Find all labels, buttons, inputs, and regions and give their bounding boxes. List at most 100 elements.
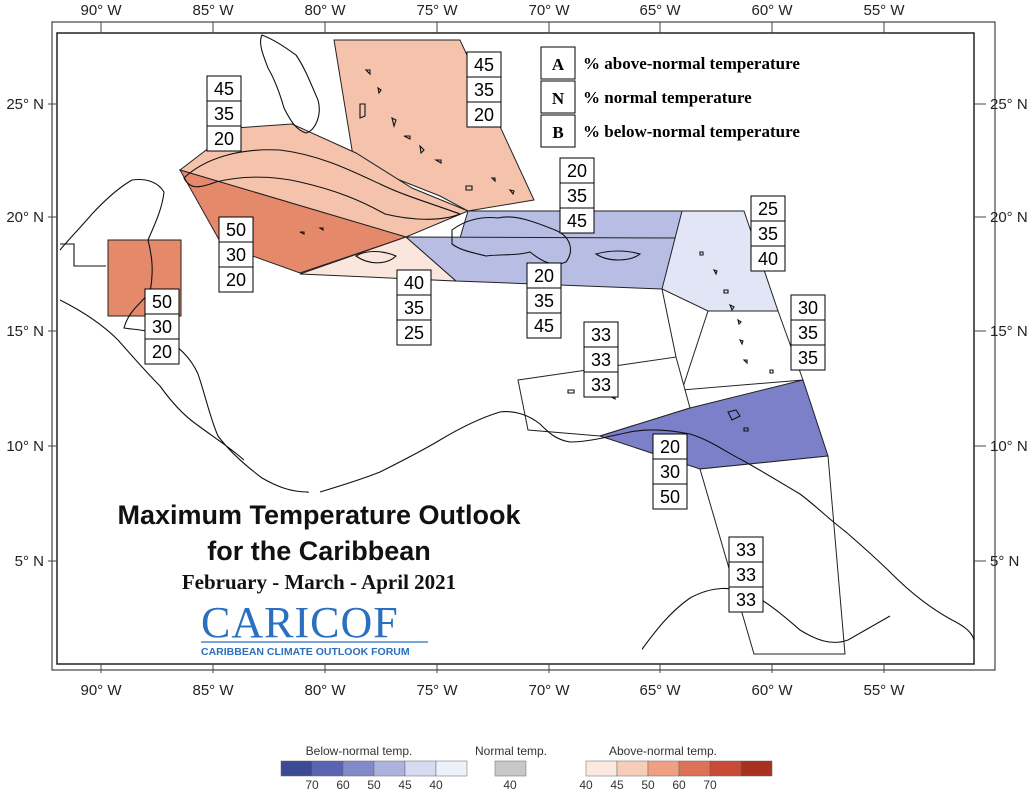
lon-label: 70° W [528, 682, 570, 699]
prob-value: 30 [660, 462, 680, 482]
prob-box-guianas: 33 33 33 [728, 536, 764, 613]
prob-cell [583, 371, 619, 398]
lon-label: 80° W [304, 2, 346, 19]
coast-cuba [183, 149, 462, 220]
prob-cell [790, 344, 826, 371]
prob-value: 35 [798, 323, 818, 343]
lat-label: 15° N [6, 323, 44, 340]
prob-cell [144, 288, 180, 315]
lon-label: 90° W [80, 682, 122, 699]
lon-label: 55° W [863, 2, 905, 19]
prob-box-cuba: 45 35 20 [206, 75, 242, 152]
coastlines [59, 34, 975, 653]
scale-swatch [404, 760, 437, 777]
scale-swatch [280, 760, 313, 777]
key-text-below: % below-normal temperature [583, 122, 800, 141]
lat-label: 5° N [15, 553, 44, 570]
scale-swatch [740, 760, 773, 777]
scale-label: 50 [367, 778, 381, 791]
colour-scale-legend: Below-normal temp. Normal temp. Above-no… [280, 744, 773, 792]
prob-value: 20 [474, 105, 494, 125]
prob-cell [206, 125, 242, 152]
graticule-ticks [48, 22, 986, 673]
coast-south-america [319, 411, 975, 641]
prob-value: 33 [736, 590, 756, 610]
prob-cell [652, 483, 688, 510]
scale-swatch [373, 760, 406, 777]
scale-label: 60 [672, 778, 686, 791]
coast-hispaniola [451, 216, 571, 265]
separator-line [661, 288, 677, 358]
prob-cell [396, 319, 432, 346]
prob-value: 50 [226, 220, 246, 240]
prob-box-jamaica: 40 35 25 [396, 269, 432, 346]
coast-lesser-antilles [699, 251, 774, 432]
prob-box-leeward: 25 35 40 [750, 195, 786, 272]
longitude-labels-bottom: 90° W 85° W 80° W 75° W 70° W 65° W 60° W 55° W [80, 682, 905, 699]
prob-cell [790, 294, 826, 321]
key-letter-b: B [552, 123, 563, 142]
logo-subtitle: CARIBBEAN CLIMATE OUTLOOK FORUM [201, 646, 410, 658]
key-letter-box-a [540, 46, 576, 80]
prob-value: 40 [758, 249, 778, 269]
coast-mexico-border [60, 243, 106, 267]
prob-value: 30 [152, 317, 172, 337]
prob-value: 33 [736, 565, 756, 585]
lon-label: 65° W [639, 682, 681, 699]
lat-label: 20° N [990, 209, 1028, 226]
coast-south-america-interior [639, 587, 891, 653]
lat-label: 10° N [990, 438, 1028, 455]
scale-label: 50 [641, 778, 655, 791]
lon-label: 75° W [416, 2, 458, 19]
longitude-labels-top: 90° W 85° W 80° W 75° W 70° W 65° W 60° W 55° W [80, 2, 905, 19]
lat-label: 20° N [6, 209, 44, 226]
prob-cell [652, 433, 688, 460]
scale-label: 40 [429, 778, 443, 791]
latitude-labels-right: 25° N 20° N 15° N 10° N 5° N [990, 96, 1028, 570]
prob-value: 25 [758, 199, 778, 219]
prob-value: 20 [152, 342, 172, 362]
lon-label: 60° W [751, 2, 793, 19]
prob-cell [750, 245, 786, 272]
prob-value: 50 [152, 292, 172, 312]
scale-swatch [678, 760, 711, 777]
prob-value: 35 [214, 104, 234, 124]
lat-label: 10° N [6, 438, 44, 455]
prob-value: 33 [591, 375, 611, 395]
scale-title-below: Below-normal temp. [306, 744, 413, 758]
prob-value: 30 [798, 298, 818, 318]
prob-value: 20 [567, 161, 587, 181]
forecast-regions [107, 39, 846, 655]
lon-label: 85° W [192, 682, 234, 699]
title-line-1: Maximum Temperature Outlook [117, 500, 521, 530]
prob-value: 35 [474, 80, 494, 100]
scale-label: 70 [703, 778, 717, 791]
prob-cell [526, 287, 562, 314]
prob-cell [559, 207, 595, 234]
scale-swatches-above: 40 45 50 60 70 [579, 760, 773, 792]
coast-florida [259, 34, 320, 134]
lat-label: 5° N [990, 553, 1019, 570]
prob-box-hispaniola: 20 35 45 [526, 262, 562, 339]
prob-cell [728, 586, 764, 613]
scale-title-normal: Normal temp. [475, 744, 547, 758]
scale-label: 45 [398, 778, 412, 791]
prob-cell [728, 561, 764, 588]
coast-bahamas [359, 69, 515, 196]
prob-value: 20 [214, 129, 234, 149]
scale-swatch [494, 760, 527, 777]
prob-value: 25 [404, 323, 424, 343]
prob-box-caribbean-west: 50 30 20 [218, 216, 254, 293]
prob-value: 35 [758, 224, 778, 244]
key-text-above: % above-normal temperature [583, 54, 800, 73]
lon-label: 70° W [528, 2, 570, 19]
prob-box-belize: 50 30 20 [144, 288, 180, 365]
prob-box-trinidad: 20 30 50 [652, 433, 688, 510]
prob-cell [583, 321, 619, 348]
scale-label: 70 [305, 778, 319, 791]
key-letter-n: N [552, 89, 565, 108]
coast-cayman [299, 227, 324, 235]
lon-label: 80° W [304, 682, 346, 699]
prob-cell [144, 338, 180, 365]
